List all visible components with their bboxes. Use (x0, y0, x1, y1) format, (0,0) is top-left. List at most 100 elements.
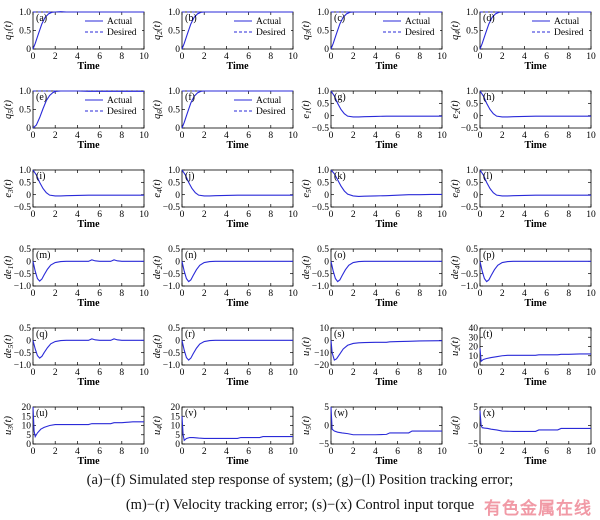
panel-label: (v) (185, 408, 197, 419)
y-tick-label: −0.5 (163, 349, 180, 359)
series-line-actual (32, 338, 144, 359)
y-tick-label: 0.5 (168, 245, 180, 255)
plot-frame (330, 248, 443, 287)
x-tick-label: 4 (75, 210, 80, 220)
panel-label: (j) (185, 171, 194, 182)
figure-caption-line-2: (m)−(r) Velocity tracking error; (s)−(x)… (125, 497, 475, 513)
y-tick-label: 0 (473, 45, 478, 55)
series-line-actual (181, 169, 293, 197)
x-tick-label: 10 (586, 289, 596, 299)
x-tick-label: 2 (351, 131, 356, 141)
y-tick-label: 1.0 (19, 87, 31, 97)
x-tick-label: 4 (75, 52, 80, 62)
x-tick-label: 0 (31, 52, 36, 62)
y-axis-label: de6(t) (152, 334, 164, 358)
y-tick-label: −0.5 (163, 203, 180, 213)
y-tick-label: 0 (473, 112, 478, 122)
y-axis-label: u3(t) (3, 416, 15, 435)
y-tick-label: −1.0 (14, 361, 31, 371)
x-tick-label: 4 (373, 52, 378, 62)
x-tick-label: 0 (478, 210, 483, 220)
x-tick-label: 8 (417, 131, 422, 141)
x-axis-label: Time (375, 140, 398, 151)
y-axis-label: q4(t) (450, 21, 462, 40)
x-tick-label: 10 (288, 52, 298, 62)
series-line-actual (181, 260, 293, 283)
x-tick-label: 6 (97, 368, 102, 378)
y-tick-label: 15 (22, 412, 32, 422)
x-tick-label: 2 (53, 289, 58, 299)
y-axis-label: u5(t) (301, 416, 313, 435)
y-tick-label: 0.5 (466, 100, 478, 110)
x-axis-label: Time (77, 456, 100, 467)
x-tick-label: 10 (437, 210, 447, 220)
y-axis-label: de1(t) (3, 255, 15, 279)
x-tick-label: 2 (500, 289, 505, 299)
x-tick-label: 0 (180, 289, 185, 299)
y-tick-label: 15 (171, 412, 181, 422)
x-axis-label: Time (77, 377, 100, 388)
y-tick-label: 0 (26, 45, 31, 55)
x-tick-label: 4 (373, 131, 378, 141)
y-tick-label: −5 (468, 440, 478, 450)
x-tick-label: 4 (373, 210, 378, 220)
x-tick-label: 8 (119, 289, 124, 299)
legend-label-actual: Actual (256, 17, 282, 27)
x-tick-label: 8 (417, 52, 422, 62)
y-tick-label: 1.0 (317, 8, 329, 18)
y-tick-label: −0.5 (14, 203, 31, 213)
y-tick-label: −0.5 (14, 270, 31, 280)
plot-frame (32, 327, 145, 366)
y-tick-label: 0.5 (19, 179, 31, 189)
y-tick-label: 0 (324, 422, 329, 432)
panel-label: (f) (185, 92, 195, 103)
y-tick-label: 0.5 (466, 245, 478, 255)
x-tick-label: 4 (75, 289, 80, 299)
x-tick-label: 6 (97, 289, 102, 299)
y-axis-label: u1(t) (301, 337, 313, 356)
y-tick-label: 0 (324, 191, 329, 201)
y-tick-label: 1.0 (317, 87, 329, 97)
x-tick-label: 6 (395, 131, 400, 141)
y-axis-label: q3(t) (301, 21, 313, 40)
y-axis-label: e6(t) (450, 179, 462, 198)
x-tick-label: 0 (478, 447, 483, 457)
legend-label-desired: Desired (405, 28, 435, 38)
x-axis-label: Time (77, 61, 100, 72)
y-tick-label: 0 (324, 112, 329, 122)
x-tick-label: 2 (500, 210, 505, 220)
x-tick-label: 2 (53, 447, 58, 457)
plot-frame (32, 169, 145, 208)
y-axis-label: u4(t) (152, 416, 164, 435)
y-tick-label: 0.5 (466, 27, 478, 37)
legend-label-desired: Desired (554, 28, 584, 38)
y-tick-label: 0 (175, 258, 180, 268)
y-tick-label: −0.5 (163, 270, 180, 280)
x-tick-label: 2 (351, 52, 356, 62)
x-tick-label: 4 (224, 368, 229, 378)
x-tick-label: 6 (246, 52, 251, 62)
x-tick-label: 6 (97, 52, 102, 62)
x-axis-label: Time (226, 456, 249, 467)
x-tick-label: 2 (500, 447, 505, 457)
x-axis-label: Time (77, 140, 100, 151)
legend-label-desired: Desired (256, 28, 286, 38)
x-tick-label: 10 (139, 368, 149, 378)
y-axis-label: de2(t) (152, 255, 164, 279)
x-tick-label: 2 (351, 368, 356, 378)
series-line-actual (479, 260, 591, 283)
series-line-actual (479, 90, 591, 118)
legend-box (528, 16, 589, 40)
x-tick-label: 6 (544, 52, 549, 62)
